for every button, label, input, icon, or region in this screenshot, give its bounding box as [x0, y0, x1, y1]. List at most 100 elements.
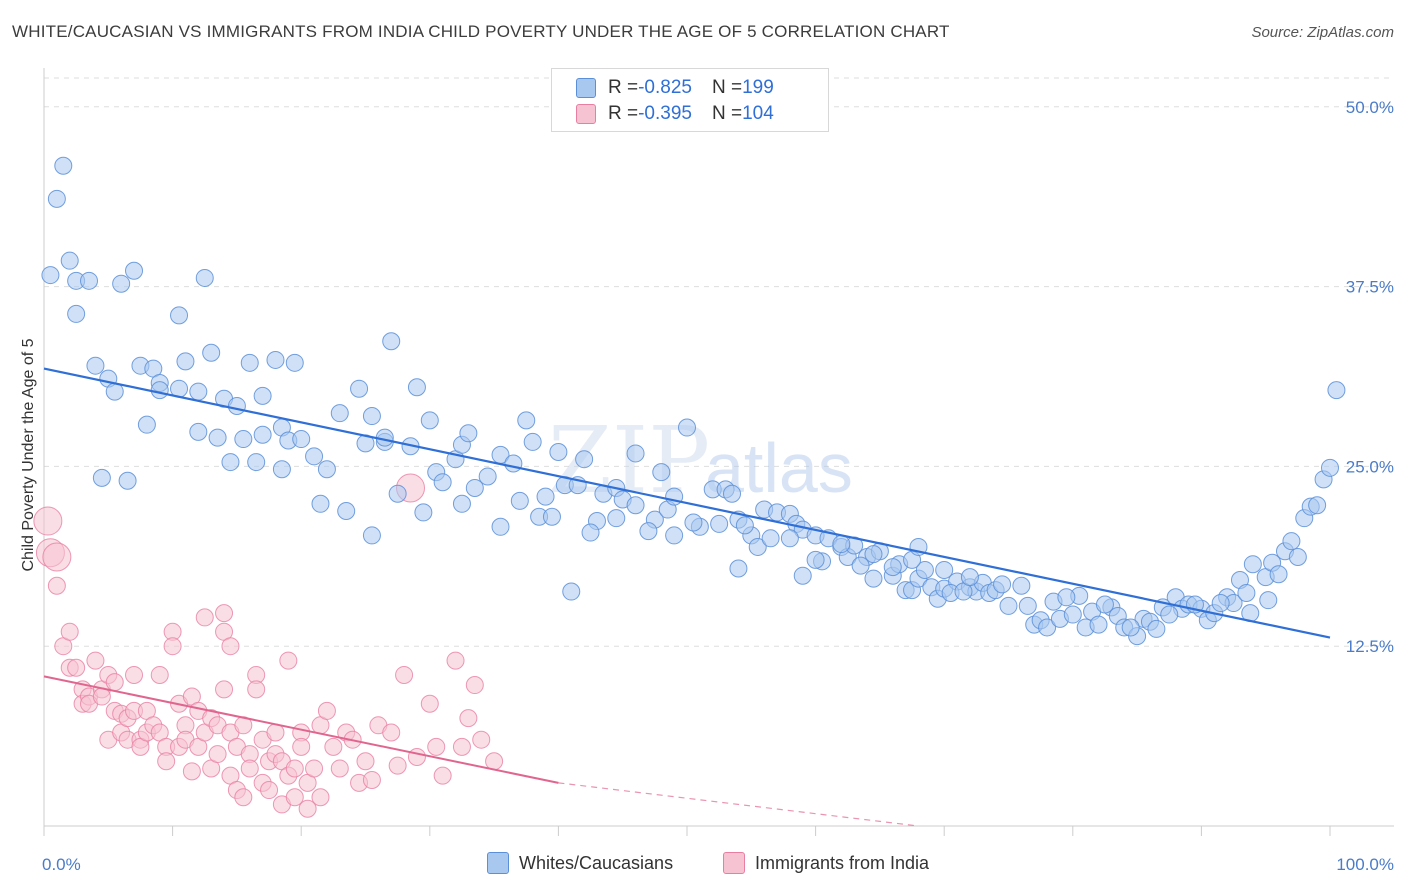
point-india	[292, 737, 311, 756]
point-india	[240, 759, 259, 778]
point-whites	[465, 478, 484, 497]
point-india	[47, 576, 66, 595]
point-whites	[761, 529, 780, 548]
point-whites	[999, 596, 1018, 615]
point-india	[125, 665, 144, 684]
point-whites	[626, 444, 645, 463]
y-tick-label: 50.0%	[1346, 98, 1394, 117]
point-whites	[47, 189, 66, 208]
source-label: Source: ZipAtlas.com	[1251, 24, 1394, 41]
blue-swatch	[576, 78, 596, 98]
point-india	[60, 622, 79, 641]
point-india	[330, 759, 349, 778]
point-whites	[864, 545, 883, 564]
y-tick-label: 12.5%	[1346, 637, 1394, 656]
point-whites	[1063, 605, 1082, 624]
point-whites	[1269, 565, 1288, 584]
point-india	[215, 680, 234, 699]
point-india	[33, 506, 63, 536]
point-whites	[253, 425, 272, 444]
point-whites	[311, 494, 330, 513]
point-whites	[1211, 594, 1230, 613]
point-whites	[253, 386, 272, 405]
point-whites	[1327, 381, 1346, 400]
point-whites	[1288, 548, 1307, 567]
point-whites	[864, 569, 883, 588]
point-whites	[1057, 588, 1076, 607]
point-india	[150, 665, 169, 684]
point-whites	[1089, 615, 1108, 634]
point-whites	[92, 468, 111, 487]
point-whites	[459, 424, 478, 443]
point-whites	[729, 559, 748, 578]
point-whites	[626, 496, 645, 515]
legend-item-india: Immigrants from India	[723, 852, 929, 874]
point-whites	[735, 516, 754, 535]
point-whites	[1237, 583, 1256, 602]
point-india	[388, 756, 407, 775]
point-india	[324, 737, 343, 756]
point-whites	[125, 261, 144, 280]
point-whites	[639, 522, 658, 541]
point-whites	[851, 556, 870, 575]
point-india	[459, 709, 478, 728]
point-india	[163, 637, 182, 656]
point-whites	[665, 526, 684, 545]
r-label: R =	[608, 77, 639, 98]
point-whites	[1012, 576, 1031, 595]
r-value: -0.395	[638, 103, 692, 124]
point-whites	[523, 432, 542, 451]
point-india	[395, 665, 414, 684]
point-whites	[337, 501, 356, 520]
point-india	[208, 745, 227, 764]
blue-swatch	[487, 852, 509, 874]
trendlines	[43, 367, 1331, 827]
point-whites	[684, 513, 703, 532]
point-whites	[433, 473, 452, 492]
point-whites	[780, 529, 799, 548]
pink-swatch	[576, 104, 596, 124]
point-india	[485, 752, 504, 771]
point-whites	[202, 343, 221, 362]
pink-swatch	[723, 852, 745, 874]
point-india	[356, 752, 375, 771]
stats-row-india: R = -0.395 N = 104	[576, 102, 774, 126]
point-whites	[510, 491, 529, 510]
point-whites	[1095, 595, 1114, 614]
point-india	[433, 766, 452, 785]
point-whites	[388, 484, 407, 503]
point-whites	[806, 550, 825, 569]
point-india	[472, 730, 491, 749]
point-whites	[1308, 496, 1327, 515]
point-whites	[536, 487, 555, 506]
x-tick-label-min: 0.0%	[42, 855, 81, 874]
point-whites	[362, 407, 381, 426]
point-india	[86, 651, 105, 670]
point-india	[305, 759, 324, 778]
point-whites	[883, 558, 902, 577]
point-india	[105, 673, 124, 692]
point-whites	[247, 453, 266, 472]
point-india	[285, 788, 304, 807]
point-whites	[710, 514, 729, 533]
stats-legend: R = -0.825 N = 199 R = -0.395 N = 104	[551, 68, 829, 132]
point-whites	[208, 428, 227, 447]
point-india	[215, 604, 234, 623]
point-whites	[189, 382, 208, 401]
point-india	[298, 799, 317, 818]
point-whites	[935, 560, 954, 579]
point-india	[42, 542, 72, 572]
point-whites	[176, 352, 195, 371]
point-whites	[330, 404, 349, 423]
point-india	[427, 737, 446, 756]
point-india	[452, 737, 471, 756]
point-india	[279, 651, 298, 670]
point-whites	[350, 379, 369, 398]
series-legend: Whites/Caucasians Immigrants from India	[0, 852, 1406, 878]
tick-labels: 12.5% 25.0% 37.5% 50.0% 0.0% 100.0%	[42, 98, 1394, 874]
point-whites	[1121, 618, 1140, 637]
point-india	[382, 723, 401, 742]
point-whites	[517, 411, 536, 430]
point-india	[157, 752, 176, 771]
